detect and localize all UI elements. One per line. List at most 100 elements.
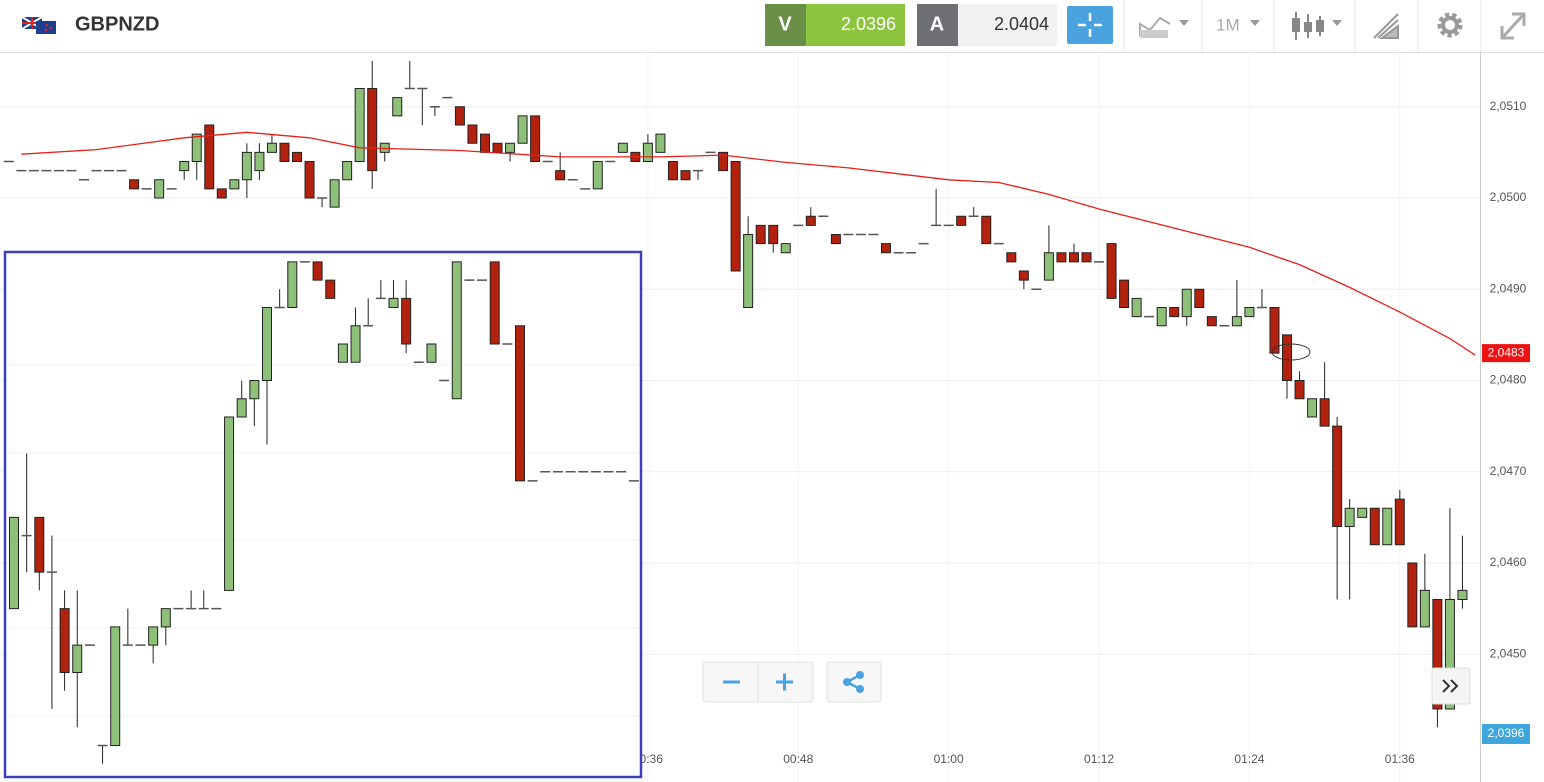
draw-button[interactable]	[1373, 13, 1399, 39]
candle-body	[1131, 297, 1142, 318]
candle-body	[492, 142, 503, 153]
sell-button[interactable]: V 2.0396	[765, 4, 905, 46]
crosshair-button[interactable]	[1067, 6, 1113, 44]
candle-body	[1294, 380, 1305, 400]
chart-type-button[interactable]	[1292, 12, 1342, 40]
candle-body	[505, 142, 516, 153]
candle-body	[254, 151, 265, 172]
candle-body	[354, 88, 365, 162]
candle-body	[489, 261, 500, 345]
candle-body	[191, 133, 202, 162]
candle-body	[805, 215, 816, 226]
candle-body	[467, 124, 478, 144]
inset-frame	[3, 250, 643, 779]
candle-body	[1307, 398, 1318, 418]
candle-body	[304, 161, 315, 199]
candle-body	[1382, 507, 1393, 546]
candle-body	[34, 516, 45, 573]
candle-body	[312, 261, 323, 281]
candle-body	[1244, 307, 1255, 318]
flag	[21, 16, 56, 34]
candle-body	[1357, 507, 1368, 518]
x-tick-label: 01:00	[934, 752, 964, 766]
indicator-button[interactable]	[1139, 16, 1189, 38]
y-tick-label: 2,0500	[1490, 190, 1527, 204]
buy-button[interactable]: A 2.0404	[917, 4, 1057, 46]
zoom-in[interactable]	[776, 673, 793, 691]
share-button[interactable]	[826, 661, 882, 703]
candle-body	[1119, 279, 1130, 308]
candle-body	[530, 115, 541, 162]
candle-body	[655, 133, 666, 153]
candle-body	[680, 170, 691, 181]
candle-body	[667, 161, 678, 181]
candle-body	[204, 124, 215, 190]
candle-body	[1319, 398, 1330, 427]
last-price-label: 2,0483	[1488, 345, 1525, 359]
candle-body	[367, 88, 378, 172]
candle-body	[292, 151, 303, 162]
candle-body	[1106, 243, 1117, 299]
candle-body	[517, 115, 528, 144]
candle-body	[956, 215, 967, 226]
y-tick-label: 2,0470	[1490, 464, 1527, 478]
candle-body	[1369, 507, 1380, 546]
candle-body	[329, 179, 340, 208]
candle-body	[981, 215, 992, 245]
y-tick-label: 2,0490	[1490, 281, 1527, 295]
candle-body	[1394, 498, 1405, 546]
candle-body	[229, 179, 240, 190]
timeframe: 1M	[1216, 15, 1240, 34]
candle-body	[1344, 507, 1355, 527]
candle-body	[279, 142, 290, 162]
sell-price: 2.0396	[841, 14, 896, 34]
candle-body	[1169, 307, 1180, 318]
x-tick-label: 01:24	[1234, 752, 1264, 766]
y-tick-label: 2,0510	[1490, 99, 1527, 113]
candle-body	[1332, 425, 1343, 527]
candle-body	[1282, 334, 1293, 381]
candle-body	[1419, 589, 1430, 628]
candle-body	[780, 243, 791, 254]
scroll-right-button[interactable]	[1431, 667, 1471, 705]
fullscreen-button[interactable]	[1500, 12, 1526, 40]
current-price-label: 2,0396	[1488, 726, 1525, 740]
candle-body	[555, 170, 566, 181]
candle-body	[236, 398, 247, 418]
candle-body	[1156, 307, 1167, 327]
candle-body	[768, 224, 779, 245]
annotation-ellipse	[1271, 343, 1311, 361]
candle-body	[451, 261, 462, 400]
candle-body	[1407, 562, 1418, 628]
candle-body	[342, 161, 353, 181]
settings-button[interactable]	[1437, 12, 1463, 38]
candle-body	[1018, 270, 1029, 281]
candle-body	[743, 234, 754, 308]
candle-body	[515, 325, 525, 482]
y-tick-label: 2,0450	[1490, 646, 1527, 660]
candle-body	[1457, 589, 1468, 600]
y-tick-label: 2,0480	[1490, 373, 1527, 387]
candle-body	[1006, 252, 1017, 263]
candle-body	[287, 261, 298, 308]
timeframe-button[interactable]: 1M	[1216, 15, 1260, 34]
current-price-badge	[1482, 724, 1530, 744]
candle-body	[1043, 252, 1054, 281]
candle-body	[730, 161, 741, 272]
candle-body	[454, 106, 465, 126]
candle-body	[154, 179, 165, 199]
candle-body	[148, 626, 159, 646]
candle-body	[880, 243, 891, 254]
candle-body	[160, 608, 171, 628]
candle-body	[325, 279, 336, 299]
candle-body	[1081, 252, 1092, 263]
candle-body	[262, 307, 272, 381]
candle-body	[1231, 316, 1242, 327]
candle-body	[72, 644, 83, 673]
buy-label: A	[930, 13, 944, 35]
sell-label: V	[778, 13, 792, 35]
candle-body	[129, 179, 140, 190]
candle-body	[1269, 307, 1280, 354]
candle-body	[266, 142, 277, 153]
